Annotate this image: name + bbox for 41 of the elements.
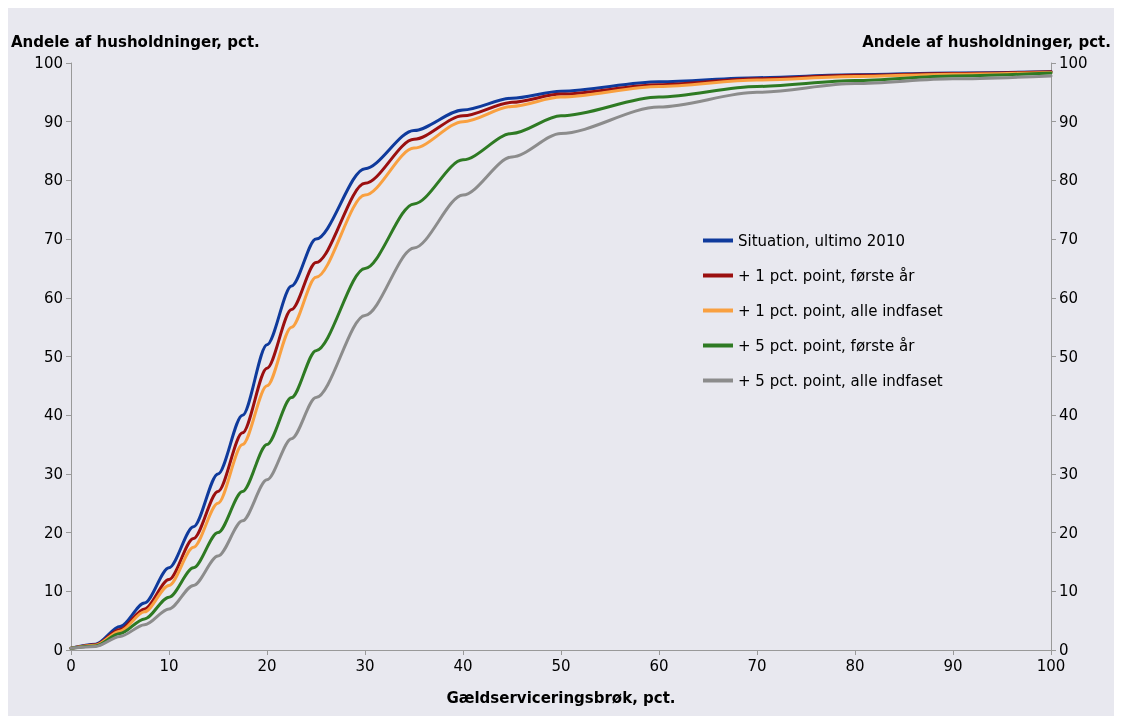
y2-tick-label: 80 xyxy=(1059,171,1079,190)
y2-tick-label: 0 xyxy=(1059,641,1069,659)
x-tick-label: 50 xyxy=(551,656,571,675)
legend-label: Situation, ultimo 2010 xyxy=(738,231,905,250)
y2-tick-label: 50 xyxy=(1059,347,1079,366)
y-tick-label: 80 xyxy=(43,171,63,190)
y2-tick-label: 40 xyxy=(1059,406,1079,425)
legend-label: + 5 pct. point, første år xyxy=(738,336,916,355)
legend-label: + 1 pct. point, første år xyxy=(738,266,916,285)
y-tick-label: 50 xyxy=(43,347,63,366)
x-tick-label: 20 xyxy=(257,656,277,675)
x-tick-label: 70 xyxy=(747,656,767,675)
y2-tick-label: 90 xyxy=(1059,112,1079,131)
y-tick-label: 100 xyxy=(34,54,63,72)
y-tick-label: 60 xyxy=(43,288,63,307)
y2-tick-label: 70 xyxy=(1059,230,1079,249)
x-tick-label: 40 xyxy=(453,656,473,675)
x-tick-label: 60 xyxy=(649,656,669,675)
y-tick-label: 30 xyxy=(43,464,63,483)
y-axis-title: Andele af husholdninger, pct. xyxy=(11,32,260,51)
x-tick-label: 0 xyxy=(66,656,76,675)
y-tick-label: 90 xyxy=(43,112,63,131)
y-tick-label: 10 xyxy=(43,582,63,601)
y-tick-label: 0 xyxy=(53,641,63,659)
y-tick-label: 70 xyxy=(43,230,63,249)
x-tick-label: 10 xyxy=(159,656,179,675)
legend-label: + 1 pct. point, alle indfaset xyxy=(738,301,943,320)
y2-tick-label: 60 xyxy=(1059,288,1079,307)
x-tick-label: 100 xyxy=(1036,656,1066,675)
legend-label: + 5 pct. point, alle indfaset xyxy=(738,371,943,390)
y2-axis-title: Andele af husholdninger, pct. xyxy=(862,32,1111,51)
y2-tick-label: 30 xyxy=(1059,464,1079,483)
x-tick-label: 90 xyxy=(943,656,963,675)
y2-tick-label: 100 xyxy=(1059,54,1088,72)
y2-tick-label: 10 xyxy=(1059,582,1079,601)
x-tick-label: 80 xyxy=(845,656,865,675)
x-axis-title: Gældserviceringsbrøk, pct. xyxy=(446,688,676,707)
x-tick-label: 30 xyxy=(355,656,375,675)
y-tick-label: 20 xyxy=(43,523,63,542)
y-tick-label: 40 xyxy=(43,406,63,425)
y2-tick-label: 20 xyxy=(1059,523,1079,542)
